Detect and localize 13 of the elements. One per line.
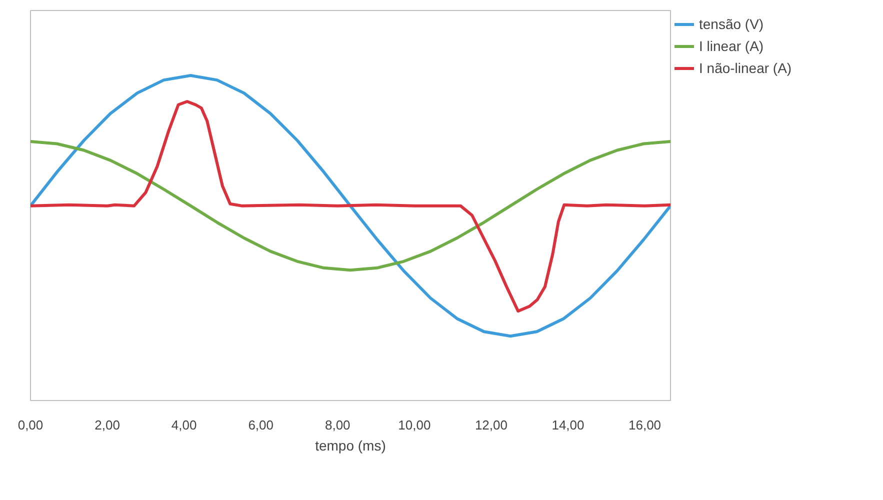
x-tick-label: 4,00 xyxy=(171,418,197,432)
legend-label: I linear (A) xyxy=(699,38,764,54)
x-tick-label: 8,00 xyxy=(324,418,350,432)
x-tick-label: 0,00 xyxy=(18,418,44,432)
x-tick-label: 10,00 xyxy=(398,418,431,432)
x-tick-label: 6,00 xyxy=(248,418,274,432)
x-tick-label: 12,00 xyxy=(474,418,508,432)
x-tick-label: 2,00 xyxy=(94,418,120,432)
x-axis-title: tempo (ms) xyxy=(315,438,386,454)
legend-label: tensão (V) xyxy=(699,16,764,32)
x-tick-label: 16,00 xyxy=(628,418,662,432)
legend-label: I não-linear (A) xyxy=(699,60,792,76)
x-tick-label: 14,00 xyxy=(552,418,584,432)
